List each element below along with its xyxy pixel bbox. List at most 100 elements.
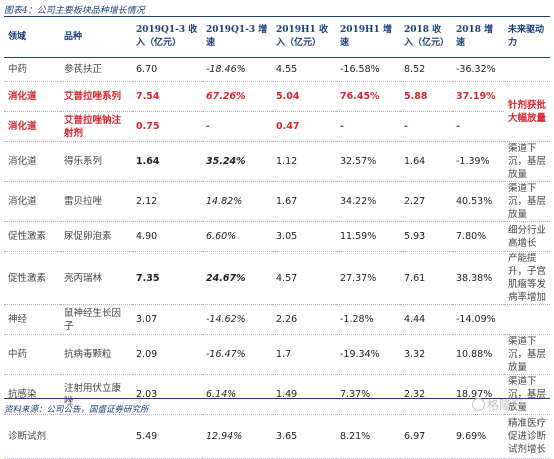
cell-domain: 诊断试剂 (4, 414, 60, 459)
header-product: 品种 (60, 17, 132, 58)
header-growth-2019q13: 2019Q1-3 增速 (202, 17, 272, 58)
cell-driver: 渠道下沉，基层放量 (504, 181, 550, 222)
cell-rev-2019h1: 1.7 (272, 334, 336, 375)
cell-domain: 抗感染 (4, 374, 60, 415)
cell-driver: 细分行业高增长 (504, 221, 550, 252)
cell-growth-2019q13: 35.24% (202, 141, 272, 182)
watermark: 格隆汇 (472, 396, 523, 413)
cell-rev-2019h1: 2.26 (272, 304, 336, 335)
cell-driver (504, 57, 550, 82)
watermark-logo-icon (472, 398, 485, 411)
cell-growth-2019h1: 34.22% (336, 181, 400, 222)
cell-domain: 促性激素 (4, 221, 60, 252)
cell-growth-2018: -1.39% (452, 141, 504, 182)
cell-rev-2019h1: 4.57 (272, 251, 336, 305)
cell-rev-2018: 6.97 (400, 414, 452, 459)
cell-rev-2019q13: 6.70 (132, 57, 202, 82)
table-row: 神经 鼠神经生长因子 3.07 -14.62% 2.26 -1.28% 4.44… (4, 304, 550, 335)
cell-product: 艾普拉唑钠注射剂 (60, 111, 132, 142)
cell-growth-2019q13: -18.46% (202, 57, 272, 82)
cell-product: 尿促卵泡素 (60, 221, 132, 252)
cell-growth-2019q13: 24.67% (202, 251, 272, 305)
cell-growth-2019q13: -14.62% (202, 304, 272, 335)
table-row: 促性激素 亮丙瑞林 7.35 24.67% 4.57 27.37% 7.61 3… (4, 251, 550, 305)
table-row: 中药 参芪扶正 6.70 -18.46% 4.55 -16.58% 8.52 -… (4, 57, 550, 82)
cell-growth-2018: 38.38% (452, 251, 504, 305)
cell-growth-2019h1: 27.37% (336, 251, 400, 305)
cell-rev-2018: 3.32 (400, 334, 452, 375)
cell-growth-2019q13: 67.26% (202, 81, 272, 112)
table-row: 诊断试剂 5.49 12.94% 3.65 8.21% 6.97 9.69% 精… (4, 414, 550, 459)
cell-rev-2019q13: 3.07 (132, 304, 202, 335)
watermark-text: 格隆汇 (487, 398, 524, 412)
cell-product: 得乐系列 (60, 141, 132, 182)
cell-growth-2019q13: -16.47% (202, 334, 272, 375)
cell-product: 注射用伏立康唑 (60, 374, 132, 415)
cell-growth-2018: -36.32% (452, 57, 504, 82)
header-growth-2019h1: 2019H1 增速 (336, 17, 400, 58)
table-row: 抗感染 注射用伏立康唑 2.03 6.14% 1.49 7.37% 2.32 1… (4, 374, 550, 415)
cell-growth-2019q13: 14.82% (202, 181, 272, 222)
table-row: 消化道 得乐系列 1.64 35.24% 1.12 32.57% 1.64 -1… (4, 141, 550, 182)
table-row: 消化道 艾普拉唑钠注射剂 0.75 - 0.47 - - - (4, 111, 550, 142)
cell-growth-2018: 10.88% (452, 334, 504, 375)
cell-rev-2018: 5.88 (400, 81, 452, 112)
cell-driver (504, 304, 550, 335)
cell-growth-2019h1: -19.34% (336, 334, 400, 375)
cell-rev-2018: 7.61 (400, 251, 452, 305)
cell-rev-2019q13: 7.54 (132, 81, 202, 112)
bottom-rule (4, 398, 550, 399)
cell-product: 抗病毒颗粒 (60, 334, 132, 375)
cell-driver: 渠道下沉，基层放量 (504, 374, 550, 415)
table-row: 中药 抗病毒颗粒 2.09 -16.47% 1.7 -19.34% 3.32 1… (4, 334, 550, 375)
source-note: 资料来源：公司公告，国盛证券研究所 (4, 405, 149, 415)
cell-growth-2018: -14.09% (452, 304, 504, 335)
cell-rev-2019h1: 5.04 (272, 81, 336, 112)
cell-rev-2018: 5.93 (400, 221, 452, 252)
cell-growth-2019h1: -1.28% (336, 304, 400, 335)
table-header: 领域 品种 2019Q1-3 收入（亿元） 2019Q1-3 增速 2019H1… (4, 17, 550, 58)
header-growth-2018: 2018 增速 (452, 17, 504, 58)
cell-rev-2019h1: 3.05 (272, 221, 336, 252)
cell-growth-2018: 9.69% (452, 414, 504, 459)
cell-growth-2019h1: 8.21% (336, 414, 400, 459)
cell-growth-2019q13: 6.14% (202, 374, 272, 415)
cell-rev-2019q13: 4.90 (132, 221, 202, 252)
cell-rev-2018: 2.32 (400, 374, 452, 415)
cell-rev-2018: - (400, 111, 452, 142)
table-row: 消化道 雷贝拉唑 2.12 14.82% 1.67 34.22% 2.27 40… (4, 181, 550, 222)
cell-domain: 消化道 (4, 81, 60, 112)
figure-title: 图表4：公司主要板块品种增长情况 (4, 6, 145, 16)
growth-table: 领域 品种 2019Q1-3 收入（亿元） 2019Q1-3 增速 2019H1… (4, 17, 550, 459)
cell-growth-2019h1: 11.59% (336, 221, 400, 252)
cell-driver: 精准医疗促进诊断试剂增长 (504, 414, 550, 459)
header-rev-2019q13: 2019Q1-3 收入（亿元） (132, 17, 202, 58)
cell-driver: 产能提升，子宫肌瘤等发病率增加 (504, 251, 550, 305)
cell-rev-2019h1: 0.47 (272, 111, 336, 142)
header-domain: 领域 (4, 17, 60, 58)
cell-rev-2019q13: 0.75 (132, 111, 202, 142)
cell-rev-2019h1: 3.65 (272, 414, 336, 459)
cell-growth-2019h1: 7.37% (336, 374, 400, 415)
cell-product: 雷贝拉唑 (60, 181, 132, 222)
cell-driver: 渠道下沉，基层放量 (504, 334, 550, 375)
cell-domain: 促性激素 (4, 251, 60, 305)
cell-rev-2018: 8.52 (400, 57, 452, 82)
cell-product: 艾普拉唑系列 (60, 81, 132, 112)
cell-rev-2019q13: 2.03 (132, 374, 202, 415)
table-row: 消化道 艾普拉唑系列 7.54 67.26% 5.04 76.45% 5.88 … (4, 81, 550, 142)
cell-rev-2018: 2.27 (400, 181, 452, 222)
cell-rev-2018: 4.44 (400, 304, 452, 335)
cell-growth-2019q13: - (202, 111, 272, 142)
cell-growth-2019h1: 32.57% (336, 141, 400, 182)
header-rev-2018: 2018 收入（亿元） (400, 17, 452, 58)
cell-product: 亮丙瑞林 (60, 251, 132, 305)
cell-growth-2018: 40.53% (452, 181, 504, 222)
cell-growth-2018: 37.19% (452, 81, 504, 112)
cell-product (60, 414, 132, 459)
cell-domain: 中药 (4, 334, 60, 375)
cell-domain: 中药 (4, 57, 60, 82)
cell-rev-2019q13: 2.12 (132, 181, 202, 222)
cell-growth-2019h1: -16.58% (336, 57, 400, 82)
cell-rev-2019h1: 1.49 (272, 374, 336, 415)
